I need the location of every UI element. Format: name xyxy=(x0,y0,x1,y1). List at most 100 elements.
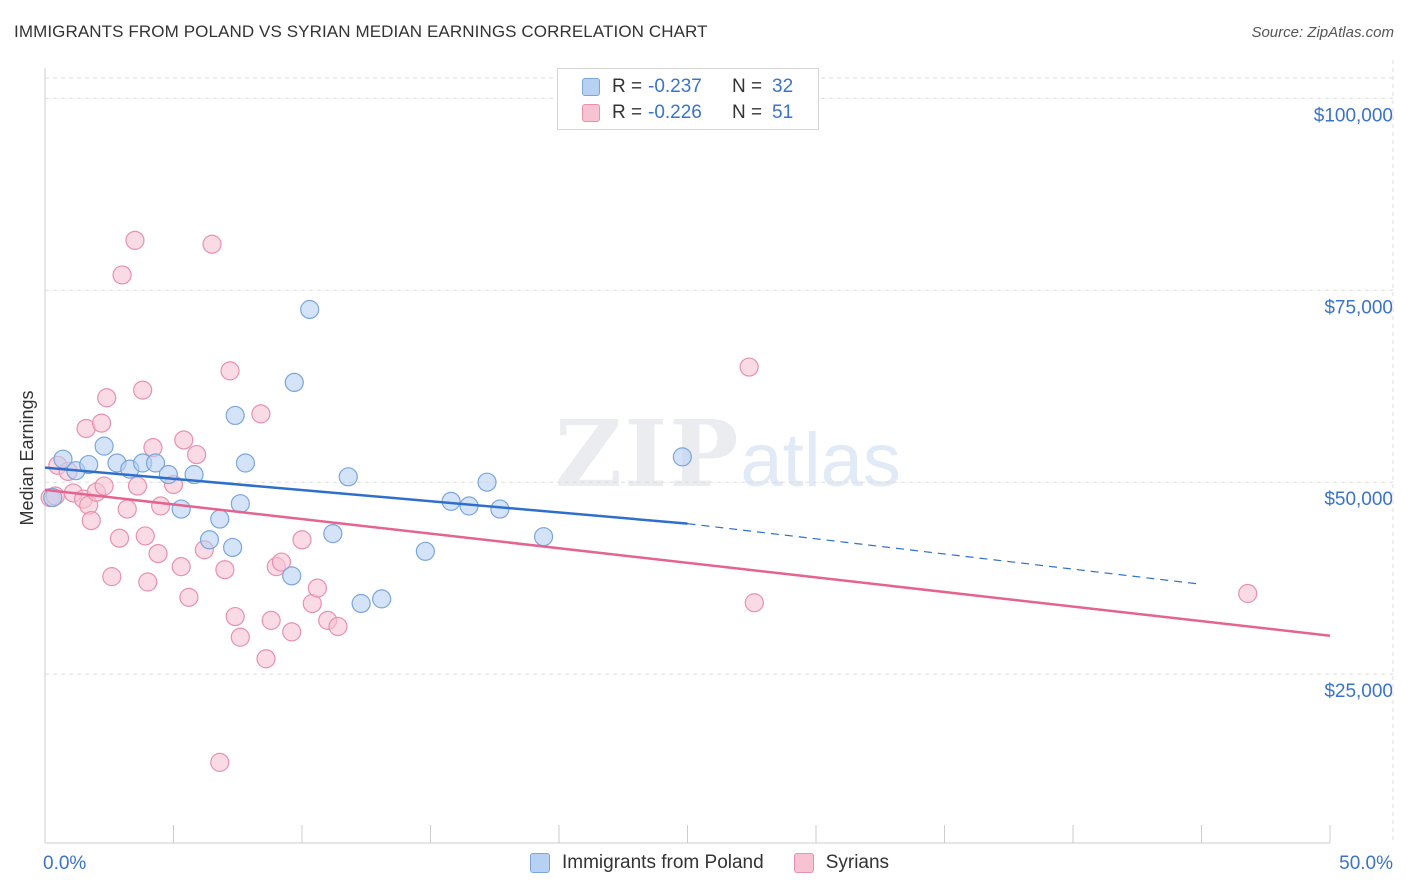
legend-item-syrians[interactable]: Syrians xyxy=(793,852,890,874)
syrian-point xyxy=(282,622,302,642)
syrian-point xyxy=(307,578,328,598)
syrian-point xyxy=(739,357,759,377)
syrian-trend-line xyxy=(44,488,1331,637)
syrian-points xyxy=(40,230,1258,772)
syrian-point xyxy=(133,380,153,400)
syrian-point xyxy=(109,528,130,548)
legend-n-value: 32 xyxy=(772,76,794,97)
syrian-point xyxy=(215,560,235,580)
source-credit: Source: ZipAtlas.com xyxy=(1251,24,1394,41)
legend-row-poland: R = -0.237 N = 32 xyxy=(582,74,793,100)
syrian-point xyxy=(102,567,122,587)
legend-r-value: -0.237 xyxy=(648,76,702,97)
legend-n-label: N = xyxy=(732,102,763,123)
y-tick-label: $75,000 xyxy=(1324,297,1393,318)
syrian-point xyxy=(94,476,114,496)
grid-lines xyxy=(45,60,1394,843)
poland-point xyxy=(284,372,304,393)
poland-point xyxy=(171,499,191,519)
syrian-point xyxy=(112,265,132,285)
syrian-point xyxy=(81,510,101,531)
syrian-point xyxy=(125,230,145,250)
trend-lines xyxy=(44,466,1331,637)
x-tick-label: 0.0% xyxy=(43,853,86,874)
syrian-point xyxy=(148,543,168,564)
poland-point xyxy=(158,464,178,485)
poland-point xyxy=(94,436,114,456)
syrian-point xyxy=(91,413,112,433)
poland-point xyxy=(79,454,99,475)
watermark-atlas: atlas xyxy=(740,418,901,503)
syrian-point xyxy=(225,606,245,627)
syrian-swatch xyxy=(582,104,600,122)
poland-point xyxy=(323,524,343,544)
poland-point xyxy=(210,509,230,529)
poland-point xyxy=(338,467,358,487)
syrian-point xyxy=(292,530,312,550)
syrian-point xyxy=(744,593,764,613)
legend-row-syrians: R = -0.226 N = 51 xyxy=(582,100,793,126)
syrian-point xyxy=(171,557,191,577)
syrian-point xyxy=(271,552,292,572)
syrian-point xyxy=(187,444,207,465)
legend-r-label: R = xyxy=(612,102,643,123)
poland-swatch xyxy=(582,78,600,96)
legend-r-label: R = xyxy=(612,76,643,97)
syrian-point xyxy=(117,499,137,519)
syrian-point xyxy=(127,476,148,496)
poland-point xyxy=(145,453,166,473)
y-tick-label: $50,000 xyxy=(1324,489,1393,510)
syrian-point xyxy=(261,610,281,630)
legend-n-value: 51 xyxy=(772,102,794,123)
y-axis-title: Median Earnings xyxy=(17,390,37,525)
poland-point xyxy=(235,453,256,473)
x-tick-label: 50.0% xyxy=(1339,853,1393,874)
legend-label-syrians: Syrians xyxy=(825,852,890,873)
watermark-zip: ZIP xyxy=(555,400,741,508)
chart-title: IMMIGRANTS FROM POLAND VS SYRIAN MEDIAN … xyxy=(14,22,708,41)
poland-point xyxy=(351,593,371,614)
poland-point xyxy=(415,541,435,561)
series-legend: Immigrants from Poland Syrians xyxy=(530,852,919,874)
poland-point xyxy=(199,530,220,550)
legend-r-value: -0.226 xyxy=(648,102,702,123)
syrian-point xyxy=(138,572,158,592)
correlation-legend: R = -0.237 N = 32 R = -0.226 N = 51 xyxy=(557,68,819,130)
poland-points xyxy=(43,299,692,614)
syrian-point xyxy=(202,234,222,254)
axes xyxy=(44,68,1331,844)
watermark: ZIPatlas xyxy=(555,400,901,508)
poland-point xyxy=(43,487,63,508)
y-tick-label: $25,000 xyxy=(1324,681,1393,702)
syrian-point xyxy=(135,526,155,546)
poland-point xyxy=(300,299,320,320)
poland-point xyxy=(672,447,692,467)
poland-trend-extension xyxy=(687,523,1202,585)
poland-point xyxy=(372,589,392,609)
poland-trend-line xyxy=(44,466,688,525)
syrian-point xyxy=(251,404,271,424)
syrian-point xyxy=(256,649,276,669)
axis-labels: $25,000 $50,000 $75,000 $100,000 0.0% 50.0% Me… xyxy=(17,105,1393,874)
poland-point xyxy=(225,405,245,426)
poland-point xyxy=(477,472,497,492)
syrian-point xyxy=(230,627,250,647)
syrian-swatch xyxy=(793,853,814,873)
legend-n-label: N = xyxy=(732,76,763,97)
syrian-point xyxy=(328,616,348,637)
poland-point xyxy=(533,527,554,547)
poland-point xyxy=(223,537,243,558)
syrian-point xyxy=(220,361,240,381)
y-tick-label: $100,000 xyxy=(1314,105,1393,126)
syrian-point xyxy=(97,388,117,408)
syrian-point xyxy=(174,430,194,450)
syrian-point xyxy=(151,496,171,516)
legend-label-poland: Immigrants from Poland xyxy=(562,852,764,873)
poland-point xyxy=(230,494,250,514)
legend-item-poland[interactable]: Immigrants from Poland xyxy=(530,852,764,874)
syrian-point xyxy=(1238,583,1258,604)
poland-point xyxy=(282,566,302,586)
poland-swatch xyxy=(530,853,550,873)
syrian-point xyxy=(210,752,230,772)
